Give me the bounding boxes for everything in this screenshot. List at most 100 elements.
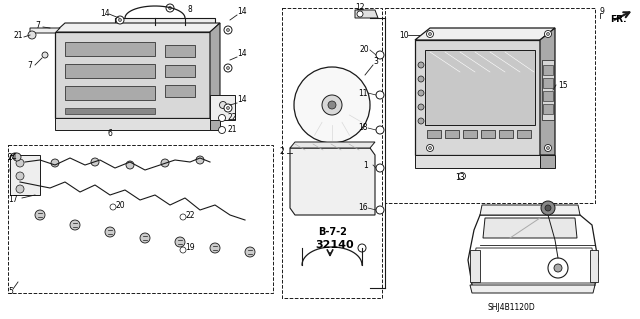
Circle shape xyxy=(322,95,342,115)
Text: 18: 18 xyxy=(358,123,367,132)
Circle shape xyxy=(15,177,25,187)
Polygon shape xyxy=(55,118,210,130)
Text: 22: 22 xyxy=(228,114,237,122)
Text: 16: 16 xyxy=(358,204,367,212)
Polygon shape xyxy=(210,95,235,120)
Text: B-7-2: B-7-2 xyxy=(318,227,347,237)
Circle shape xyxy=(175,237,185,247)
Polygon shape xyxy=(472,248,596,283)
Text: 6: 6 xyxy=(108,129,113,137)
Circle shape xyxy=(418,90,424,96)
Polygon shape xyxy=(355,10,378,18)
Circle shape xyxy=(180,214,186,220)
Text: 7: 7 xyxy=(27,61,32,70)
Polygon shape xyxy=(30,28,60,33)
Circle shape xyxy=(16,185,24,193)
Bar xyxy=(12,167,18,173)
Circle shape xyxy=(294,67,370,143)
Circle shape xyxy=(376,164,384,172)
Circle shape xyxy=(220,101,227,108)
Text: 32140: 32140 xyxy=(315,240,354,250)
Bar xyxy=(165,65,195,77)
Circle shape xyxy=(161,159,169,167)
Circle shape xyxy=(42,52,48,58)
Circle shape xyxy=(376,206,384,214)
Polygon shape xyxy=(480,205,580,215)
Circle shape xyxy=(426,145,433,152)
Text: 8: 8 xyxy=(188,5,193,14)
Bar xyxy=(543,91,553,101)
Polygon shape xyxy=(415,40,540,155)
Polygon shape xyxy=(10,155,40,195)
Text: 1: 1 xyxy=(363,160,368,169)
Circle shape xyxy=(458,173,465,180)
Polygon shape xyxy=(55,23,220,32)
Polygon shape xyxy=(290,142,375,148)
Polygon shape xyxy=(210,118,220,130)
Polygon shape xyxy=(415,28,555,40)
Circle shape xyxy=(140,233,150,243)
Circle shape xyxy=(357,11,363,17)
Circle shape xyxy=(16,172,24,180)
Circle shape xyxy=(110,204,116,210)
Circle shape xyxy=(426,31,433,38)
Circle shape xyxy=(35,210,45,220)
Bar xyxy=(427,130,441,138)
Circle shape xyxy=(13,153,21,161)
Bar xyxy=(17,179,23,185)
Text: 24: 24 xyxy=(8,153,18,162)
Circle shape xyxy=(210,243,220,253)
Text: 3: 3 xyxy=(373,57,378,66)
Bar xyxy=(445,130,459,138)
Text: 21: 21 xyxy=(13,32,22,41)
Circle shape xyxy=(429,146,431,150)
Circle shape xyxy=(418,104,424,110)
Circle shape xyxy=(10,153,20,163)
Polygon shape xyxy=(290,148,375,215)
Bar xyxy=(65,108,155,114)
Text: 7: 7 xyxy=(35,21,40,31)
Polygon shape xyxy=(483,218,577,238)
Circle shape xyxy=(218,127,225,133)
Bar xyxy=(65,86,155,100)
Circle shape xyxy=(105,227,115,237)
Bar xyxy=(165,45,195,57)
Bar xyxy=(543,65,553,75)
Text: FR.: FR. xyxy=(610,16,627,25)
Text: 12: 12 xyxy=(355,4,365,12)
Circle shape xyxy=(418,118,424,124)
Polygon shape xyxy=(540,28,555,155)
Polygon shape xyxy=(468,215,598,292)
Polygon shape xyxy=(415,155,540,168)
Bar xyxy=(65,64,155,78)
Text: 20: 20 xyxy=(115,201,125,210)
Circle shape xyxy=(218,115,225,122)
Circle shape xyxy=(358,244,366,252)
Circle shape xyxy=(70,220,80,230)
Text: 22: 22 xyxy=(185,211,195,219)
Polygon shape xyxy=(115,18,215,30)
Text: 14: 14 xyxy=(237,95,246,105)
Text: 14: 14 xyxy=(100,9,109,18)
Bar xyxy=(481,130,495,138)
Bar xyxy=(499,130,513,138)
Text: SHJ4B1120D: SHJ4B1120D xyxy=(488,302,536,311)
Text: 10: 10 xyxy=(399,31,408,40)
Circle shape xyxy=(376,51,384,59)
Circle shape xyxy=(547,33,550,35)
Text: 14: 14 xyxy=(237,8,246,17)
Circle shape xyxy=(376,126,384,134)
Bar xyxy=(463,130,477,138)
Text: 5: 5 xyxy=(8,286,13,295)
Circle shape xyxy=(196,156,204,164)
Circle shape xyxy=(429,33,431,35)
Circle shape xyxy=(168,6,172,10)
Circle shape xyxy=(118,19,122,21)
Bar xyxy=(517,130,531,138)
Bar xyxy=(543,78,553,88)
Text: 11: 11 xyxy=(358,88,367,98)
Bar xyxy=(65,42,155,56)
Bar xyxy=(282,8,382,298)
Circle shape xyxy=(224,64,232,72)
Circle shape xyxy=(554,264,562,272)
